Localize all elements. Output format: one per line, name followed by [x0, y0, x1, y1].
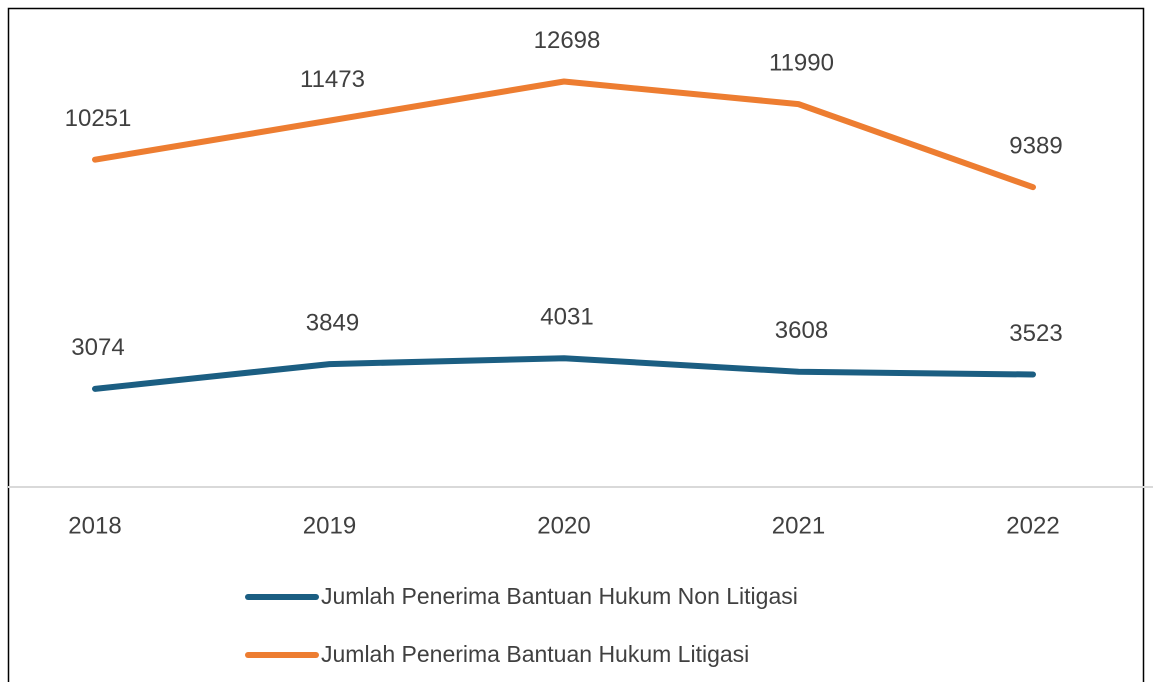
x-tick-label: 2020	[537, 512, 590, 539]
data-label: 3608	[775, 317, 828, 344]
data-label: 3849	[306, 309, 359, 336]
legend-label: Jumlah Penerima Bantuan Hukum Litigasi	[321, 641, 749, 667]
data-label: 9389	[1009, 133, 1062, 160]
chart-border	[7, 7, 1145, 682]
data-label: 10251	[65, 105, 132, 132]
x-tick-label: 2022	[1006, 512, 1059, 539]
data-label: 3074	[71, 334, 124, 361]
data-label: 11473	[300, 66, 365, 93]
data-label: 4031	[540, 304, 593, 331]
series-line	[92, 78, 1036, 191]
x-tick-label: 2019	[303, 512, 356, 539]
data-label: 12698	[534, 27, 601, 54]
x-tick-label: 2018	[68, 512, 121, 539]
data-label: 3523	[1009, 320, 1062, 347]
series-line	[92, 355, 1036, 392]
legend-label: Jumlah Penerima Bantuan Hukum Non Litiga…	[321, 583, 798, 609]
x-tick-label: 2021	[772, 512, 825, 539]
data-label: 11990	[769, 49, 834, 76]
